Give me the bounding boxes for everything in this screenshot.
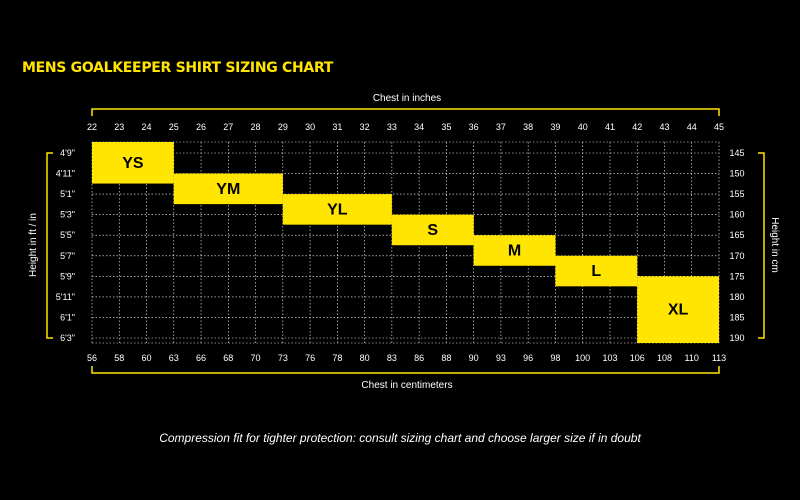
tick-chest-cm: 90 <box>469 353 479 363</box>
tick-height-ftin: 5'3" <box>60 210 75 220</box>
tick-chest-in: 34 <box>414 122 424 132</box>
tick-chest-in: 36 <box>469 122 479 132</box>
tick-chest-cm: 96 <box>523 353 533 363</box>
tick-height-ftin: 4'9" <box>60 148 75 158</box>
tick-chest-cm: 93 <box>496 353 506 363</box>
tick-chest-in: 44 <box>687 122 697 132</box>
tick-chest-in: 22 <box>87 122 97 132</box>
size-label-l: L <box>591 263 601 280</box>
tick-height-ftin: 6'1" <box>60 312 75 322</box>
tick-height-cm: 165 <box>729 230 744 240</box>
size-label-s: S <box>427 222 438 239</box>
tick-chest-cm: 86 <box>414 353 424 363</box>
tick-chest-cm: 63 <box>169 353 179 363</box>
size-box-xl <box>637 276 719 343</box>
tick-chest-cm: 68 <box>223 353 233 363</box>
size-boxes: YS YM YL S M L XL <box>92 142 719 343</box>
tick-chest-cm: 108 <box>657 353 672 363</box>
tick-chest-cm: 76 <box>305 353 315 363</box>
tick-chest-cm: 70 <box>251 353 261 363</box>
tick-chest-in: 25 <box>169 122 179 132</box>
tick-height-cm: 175 <box>729 271 744 281</box>
tick-chest-cm: 98 <box>550 353 560 363</box>
size-label-xl: XL <box>668 302 689 319</box>
top-axis-label: Chest in inches <box>373 93 441 104</box>
tick-height-cm: 145 <box>729 148 744 158</box>
size-box-ys <box>92 142 174 184</box>
tick-chest-in: 40 <box>578 122 588 132</box>
left-bracket <box>46 152 53 339</box>
tick-chest-cm: 100 <box>575 353 590 363</box>
tick-chest-in: 29 <box>278 122 288 132</box>
tick-chest-cm: 113 <box>712 353 726 363</box>
tick-height-cm: 160 <box>729 210 744 220</box>
size-label-yl: YL <box>327 201 348 218</box>
tick-labels: 22 23 24 25 26 27 28 29 30 31 32 33 34 35 36 37 38 39 40 41… <box>56 122 745 363</box>
tick-chest-in: 33 <box>387 122 397 132</box>
size-box-m <box>473 235 556 266</box>
size-box-yl <box>282 194 392 225</box>
tick-chest-in: 23 <box>114 122 124 132</box>
top-bracket <box>91 108 720 116</box>
tick-chest-in: 30 <box>305 122 315 132</box>
tick-height-ftin: 5'9" <box>60 271 75 281</box>
footnote: Compression fit for tighter protection: … <box>159 431 641 445</box>
size-label-m: M <box>508 243 521 260</box>
tick-height-ftin: 4'11" <box>56 169 75 179</box>
left-axis-label: Height in ft / in <box>28 213 39 277</box>
tick-chest-in: 24 <box>142 122 152 132</box>
size-label-ys: YS <box>122 155 144 172</box>
tick-height-ftin: 6'3" <box>60 333 75 343</box>
chart-title: MENS GOALKEEPER SHIRT SIZING CHART <box>22 60 334 76</box>
tick-chest-in: 45 <box>714 122 724 132</box>
tick-height-cm: 180 <box>729 292 744 302</box>
tick-chest-cm: 80 <box>360 353 370 363</box>
tick-chest-cm: 110 <box>685 353 699 363</box>
tick-chest-in: 32 <box>360 122 370 132</box>
tick-height-cm: 185 <box>729 312 744 322</box>
tick-height-ftin: 5'1" <box>60 189 75 199</box>
right-axis-label: Height in cm <box>769 217 780 273</box>
tick-chest-in: 26 <box>196 122 206 132</box>
tick-chest-in: 27 <box>223 122 233 132</box>
tick-chest-cm: 106 <box>630 353 645 363</box>
right-bracket <box>758 152 765 339</box>
tick-height-cm: 170 <box>729 251 744 261</box>
tick-height-cm: 150 <box>729 169 744 179</box>
tick-chest-cm: 73 <box>278 353 288 363</box>
size-box-s <box>391 214 474 246</box>
tick-chest-in: 37 <box>496 122 506 132</box>
tick-height-cm: 155 <box>729 189 744 199</box>
tick-height-ftin: 5'7" <box>60 251 75 261</box>
tick-chest-cm: 83 <box>387 353 397 363</box>
bottom-axis-label: Chest in centimeters <box>361 380 452 391</box>
tick-chest-in: 41 <box>605 122 615 132</box>
tick-chest-in: 38 <box>523 122 533 132</box>
tick-height-ftin: 5'11" <box>56 292 75 302</box>
size-label-ym: YM <box>216 181 240 198</box>
axis-brackets <box>46 108 765 374</box>
tick-chest-cm: 103 <box>602 353 617 363</box>
size-box-ym <box>173 173 283 205</box>
tick-chest-cm: 60 <box>142 353 152 363</box>
bottom-bracket <box>91 366 720 374</box>
tick-chest-cm: 88 <box>441 353 451 363</box>
tick-chest-cm: 66 <box>196 353 206 363</box>
tick-chest-in: 31 <box>332 122 342 132</box>
tick-height-cm: 190 <box>729 333 744 343</box>
tick-chest-cm: 58 <box>114 353 124 363</box>
size-box-l <box>555 255 638 287</box>
tick-chest-in: 35 <box>441 122 451 132</box>
tick-chest-in: 43 <box>659 122 669 132</box>
tick-chest-cm: 56 <box>87 353 97 363</box>
tick-chest-in: 42 <box>632 122 642 132</box>
tick-chest-cm: 78 <box>332 353 342 363</box>
tick-height-ftin: 5'5" <box>60 230 75 240</box>
tick-chest-in: 28 <box>251 122 261 132</box>
tick-chest-in: 39 <box>550 122 560 132</box>
